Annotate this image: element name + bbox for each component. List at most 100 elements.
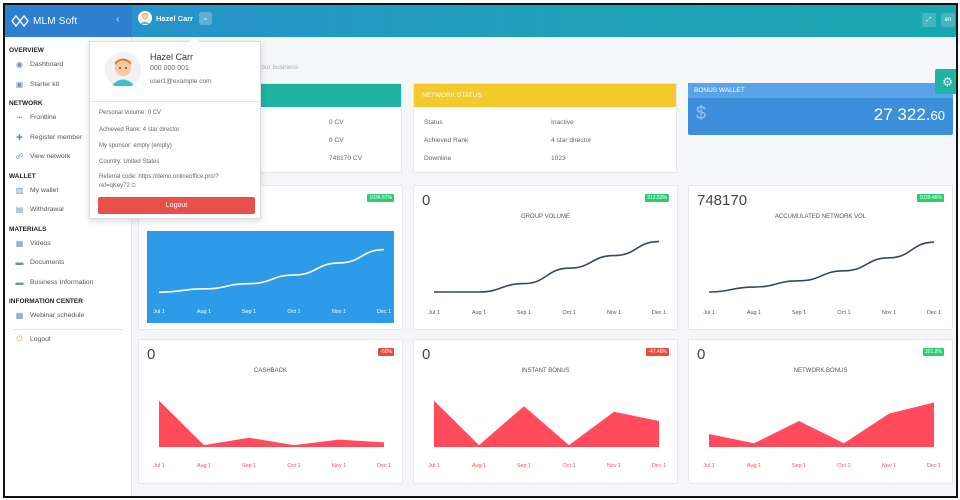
sidebar-item-label: Starter kit xyxy=(30,80,60,88)
user-dropdown: Hazel Carr 000 000 001 user1@example.com… xyxy=(89,37,261,219)
referral-code-text: Referral code: https://demo.onlineoffice… xyxy=(99,174,219,189)
chart-card: Jul 1 Aug 1 Sep 1 Oct 1 Nov 1 Dec 1 0 212.53% GR… xyxy=(413,185,678,330)
change-badge: -50% xyxy=(378,348,394,356)
chart-title: NETWORK BONUS xyxy=(793,368,848,374)
header-user-name: Hazel Carr xyxy=(156,13,194,23)
x-tick-label: Aug 1 xyxy=(747,310,761,316)
sidebar-item[interactable]: ••• Frontline xyxy=(15,113,57,122)
volume-row-value: 748170 CV xyxy=(329,155,362,162)
logout-button[interactable]: Logout xyxy=(98,197,255,214)
x-tick-label: Nov 1 xyxy=(607,463,621,469)
chevron-down-icon[interactable]: ⌄ xyxy=(199,11,213,25)
downline-label: Downline xyxy=(424,155,452,162)
divider xyxy=(13,328,123,330)
sidebar-item[interactable]: ▬ Business Information xyxy=(15,277,94,287)
dashboard-icon: ◉ xyxy=(16,60,23,69)
sidebar-item[interactable]: ▣ Starter kit xyxy=(15,80,59,89)
personal-volume: Personal Volume: 0 CV xyxy=(99,110,162,116)
sidebar-section-title: NETWORK xyxy=(9,100,43,107)
x-tick-label: Dec 1 xyxy=(652,463,666,469)
chart-value: 748170 xyxy=(697,192,748,209)
sponsor: My sponsor: empty (empty) xyxy=(99,143,172,149)
popup-arrow xyxy=(189,37,199,42)
top-bar: MLM Soft ‹ Hazel Carr ⌄ ⤢ en xyxy=(5,5,956,37)
x-tick-label: Aug 1 xyxy=(747,463,761,469)
x-tick-label: Dec 1 xyxy=(377,309,391,315)
sidebar-item[interactable]: ▦ Webinar schedule xyxy=(15,311,85,320)
x-tick-label: Nov 1 xyxy=(607,310,621,316)
x-tick-label: Sep 1 xyxy=(242,309,256,315)
chart-plot: Jul 1 Aug 1 Sep 1 Oct 1 Nov 1 Dec 1 xyxy=(703,402,941,469)
sidebar-item-label: Dashboard xyxy=(30,61,64,68)
achieved-rank: Achieved Rank: 4 star director xyxy=(99,127,180,133)
x-tick-label: Nov 1 xyxy=(882,463,896,469)
series-line xyxy=(434,240,660,293)
sidebar-item[interactable]: ▥ My wallet xyxy=(15,186,59,195)
sidebar-item-label: Frontline xyxy=(30,114,57,121)
x-tick-label: Dec 1 xyxy=(927,463,941,469)
x-tick-label: Jul 1 xyxy=(153,309,165,315)
series-line xyxy=(434,400,659,447)
x-tick-label: Dec 1 xyxy=(927,310,941,316)
x-tick-label: Aug 1 xyxy=(472,463,486,469)
chart-card: Jul 1 Aug 1 Sep 1 Oct 1 Nov 1 Dec 1 0 201.8% NET… xyxy=(688,339,953,484)
film-icon: ▦ xyxy=(15,238,24,248)
divider xyxy=(90,101,260,102)
bonus-wallet-title: BONUS WALLET xyxy=(688,83,953,98)
x-tick-label: Nov 1 xyxy=(882,310,896,316)
user-plus-icon: ✚ xyxy=(16,132,23,142)
fullscreen-icon[interactable]: ⤢ xyxy=(922,13,936,27)
sidebar-item[interactable]: ☍ View network xyxy=(15,152,70,161)
chart-card: Jul 1 Aug 1 Sep 1 Oct 1 Nov 1 Dec 1 0 -47.46% IN… xyxy=(413,339,678,484)
sidebar-section-title: INFORMATION CENTER xyxy=(9,298,83,305)
sidebar-item-label: My wallet xyxy=(30,186,59,194)
chart-plot: Jul 1 Aug 1 Sep 1 Oct 1 Nov 1 Dec 1 xyxy=(428,400,666,469)
rank-value: 4 star director xyxy=(551,137,592,144)
sidebar-item[interactable]: ✚ Register member xyxy=(15,133,82,142)
sidebar-item[interactable]: ▦ Videos xyxy=(15,239,51,248)
x-tick-label: Oct 1 xyxy=(562,310,575,316)
app-frame: MLM Soft ‹ Hazel Carr ⌄ ⤢ en OVERVIEW ◉ Da… xyxy=(3,3,958,498)
x-tick-label: Jul 1 xyxy=(428,310,440,316)
power-icon: ⏻ xyxy=(16,334,23,343)
x-tick-label: Oct 1 xyxy=(837,463,850,469)
sitemap-icon: ☍ xyxy=(15,152,24,161)
change-badge: 1039.46% xyxy=(917,194,944,202)
sidebar-logout[interactable]: ⏻ Logout xyxy=(15,334,50,344)
network-status-card: NETWORK STATUS Status Inactive Achieved … xyxy=(413,83,677,173)
calendar-icon: ▦ xyxy=(15,311,24,320)
series-line xyxy=(708,241,935,293)
network-status-title: NETWORK STATUS xyxy=(414,84,676,107)
x-tick-label: Jul 1 xyxy=(153,463,165,469)
x-tick-label: Dec 1 xyxy=(652,310,666,316)
user-menu-toggle[interactable]: Hazel Carr ⌄ xyxy=(138,11,213,25)
folder-icon: ▬ xyxy=(15,277,24,287)
bonus-wallet-card: BONUS WALLET $ 27 322.60 xyxy=(688,83,953,135)
copy-icon[interactable]: ⧉ xyxy=(131,182,136,189)
x-tick-label: Aug 1 xyxy=(472,310,486,316)
sidebar-item-label: Videos xyxy=(30,239,51,247)
x-tick-label: Nov 1 xyxy=(332,463,346,469)
logo-text: MLM Soft xyxy=(33,15,78,27)
language-button[interactable]: en xyxy=(941,13,955,27)
logo[interactable]: MLM Soft xyxy=(5,5,132,37)
volume-row-value: 0 CV xyxy=(329,137,344,144)
chart-plot: Jul 1 Aug 1 Sep 1 Oct 1 Nov 1 Dec 1 xyxy=(428,240,666,316)
change-badge: 212.53% xyxy=(645,194,669,202)
chart-value: 0 xyxy=(422,192,431,209)
chart-card: Jul 1 Aug 1 Sep 1 Oct 1 Nov 1 Dec 1 0 -50% CASHB… xyxy=(138,339,403,484)
settings-gear-icon[interactable]: ⚙ xyxy=(935,69,956,94)
x-tick-label: Jul 1 xyxy=(703,463,715,469)
collapse-sidebar-icon[interactable]: ‹ xyxy=(116,14,120,25)
sidebar-section-title: OVERVIEW xyxy=(9,47,44,54)
chart-title: GROUP VOLUME xyxy=(521,214,570,220)
sidebar-item-label: Withdrawal xyxy=(30,206,64,213)
popup-avatar xyxy=(105,52,141,88)
sidebar-item[interactable]: ▬ Documents xyxy=(15,258,65,267)
x-tick-label: Oct 1 xyxy=(562,463,575,469)
sidebar-item[interactable]: ◉ Dashboard xyxy=(15,60,63,69)
referral-code[interactable]: Referral code: https://demo.onlineoffice… xyxy=(99,173,249,190)
sidebar-item[interactable]: ▤ Withdrawal xyxy=(15,205,64,214)
x-tick-label: Sep 1 xyxy=(792,463,806,469)
